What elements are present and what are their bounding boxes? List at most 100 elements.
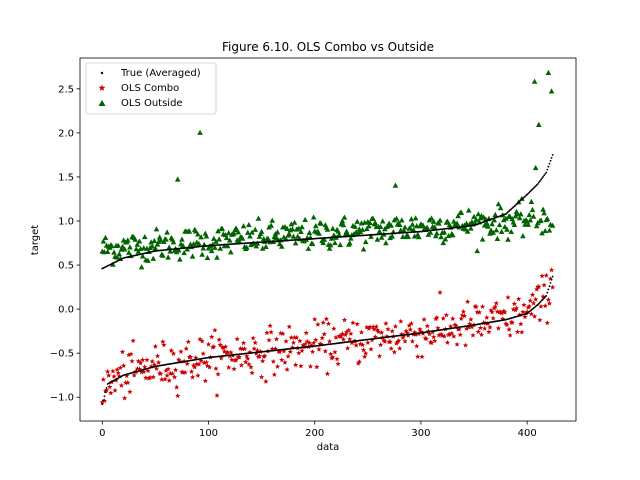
ols-outside-point (195, 231, 201, 237)
ols-combo-point (475, 329, 481, 335)
ols-outside-point (138, 264, 145, 270)
ols-outside-point (332, 239, 338, 246)
ols-combo-point (219, 344, 225, 350)
ols-combo-point (321, 331, 327, 337)
true-lower-point (550, 278, 553, 281)
ols-combo-point (234, 336, 240, 342)
y-tick-label: 0.0 (58, 305, 74, 316)
ols-outside-point (246, 221, 252, 228)
ols-combo-point (404, 330, 410, 336)
ols-combo-point (266, 337, 272, 343)
ols-outside-point (134, 241, 141, 247)
ols-outside-point (228, 249, 234, 255)
true-upper-point (541, 177, 543, 180)
ols-combo-point (493, 300, 500, 306)
ols-combo-point (509, 319, 515, 326)
ols-combo-point (414, 343, 420, 349)
ols-outside-point (223, 234, 230, 241)
ols-outside-point (508, 228, 515, 235)
ols-combo-point (506, 326, 512, 332)
ols-combo-point (299, 347, 305, 353)
ols-outside-point (497, 205, 504, 211)
ols-combo-point (422, 335, 428, 341)
ols-combo-point (300, 342, 306, 348)
ols-outside-point (186, 228, 193, 234)
ols-outside-point (274, 229, 281, 235)
ols-outside-point (177, 256, 183, 262)
ols-combo-point (165, 366, 171, 372)
ols-combo-point (406, 322, 412, 328)
ols-combo-point (171, 374, 178, 380)
ols-combo-point (306, 340, 313, 346)
ols-outside-point (405, 233, 411, 239)
ols-combo-point (198, 358, 204, 364)
true-lower-point (101, 403, 104, 406)
ols-combo-point (206, 364, 213, 370)
ols-combo-point (144, 357, 150, 363)
ols-combo-point (419, 354, 425, 360)
ols-combo-point (316, 346, 322, 352)
ols-combo-point (460, 308, 467, 314)
ols-outside-point (299, 224, 305, 230)
ols-combo-point (212, 327, 218, 333)
ols-combo-point (348, 330, 354, 336)
ols-combo-point (150, 374, 156, 380)
ols-combo-point (108, 390, 114, 396)
ols-combo-point (202, 378, 208, 384)
true-upper-point (540, 178, 542, 181)
ols-combo-point (364, 324, 370, 330)
ols-outside-point (110, 261, 116, 267)
true-lower-point (103, 395, 106, 398)
ols-combo-point (200, 350, 206, 356)
ols-combo-point (204, 363, 211, 369)
legend-label-combo: OLS Combo (121, 83, 179, 94)
ols-outside-point (252, 226, 259, 232)
ols-combo-point (490, 315, 496, 321)
ols-combo-point (528, 311, 535, 317)
ols-combo-point (487, 324, 493, 330)
ols-combo-point (451, 333, 457, 339)
ols-outside-point (449, 232, 456, 238)
x-axis-label: data (317, 442, 340, 453)
ols-combo-point (418, 328, 424, 334)
ols-outside-point (464, 228, 471, 234)
ols-combo-point (342, 331, 349, 337)
ols-outside-point (401, 227, 407, 233)
ols-outside-point (491, 217, 498, 223)
ols-outside-point (526, 211, 533, 218)
ols-combo-point (489, 309, 495, 315)
ols-outside-point (490, 229, 496, 235)
ols-combo-point (343, 329, 350, 335)
ols-outside-point (393, 215, 400, 221)
ols-combo-point (498, 310, 505, 316)
ols-combo-point (123, 379, 129, 386)
ols-combo-point (250, 335, 256, 341)
ols-outside-point (249, 229, 255, 235)
y-tick-label: −1.0 (50, 393, 74, 404)
ols-combo-point (187, 354, 194, 360)
ols-outside-point (473, 216, 479, 222)
ols-combo-point (504, 322, 510, 328)
ols-combo-point (323, 316, 330, 322)
ols-combo-point (254, 347, 261, 353)
ols-outside-point (154, 241, 161, 247)
ols-outside-point (213, 238, 219, 244)
ols-combo-point (129, 358, 135, 364)
ols-combo-point (436, 332, 442, 338)
y-tick-label: −0.5 (50, 349, 74, 360)
ols-combo-point (251, 345, 257, 351)
ols-outside-point (541, 210, 547, 216)
ols-outside-point (399, 217, 405, 223)
ols-outside-point (465, 207, 472, 213)
ols-combo-point (354, 321, 360, 327)
ols-outside-point (546, 227, 553, 233)
ols-outside-point (495, 201, 502, 207)
legend-label-true: True (Averaged) (120, 68, 201, 79)
ols-combo-point (358, 329, 365, 335)
ols-outside-point (310, 214, 317, 220)
ols-combo-point (387, 339, 393, 345)
ols-combo-point (375, 328, 382, 335)
ols-outside-point (379, 218, 386, 224)
ols-combo-point (149, 358, 155, 364)
ols-combo-point (543, 272, 549, 278)
